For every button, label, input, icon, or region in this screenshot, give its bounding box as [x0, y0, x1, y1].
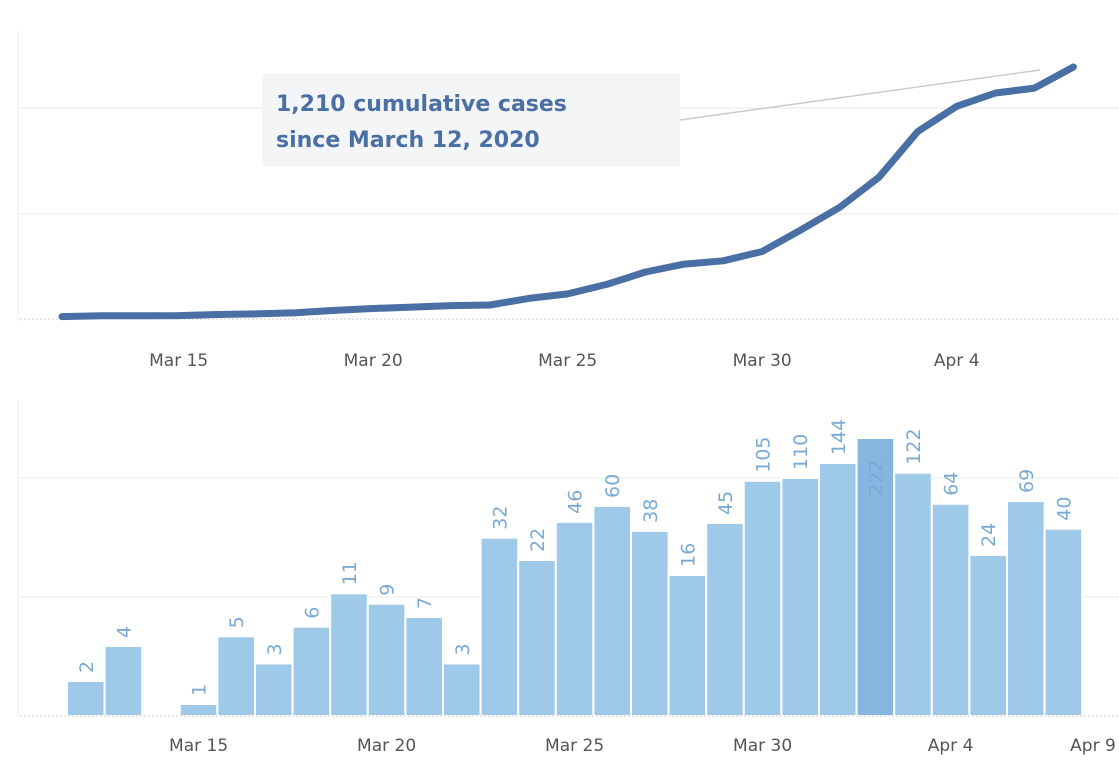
annotation-line-2: since March 12, 2020	[276, 128, 540, 153]
bar-value-label: 122	[903, 428, 925, 464]
bar-value-label: 2	[76, 661, 98, 673]
bar-value-label: 3	[452, 643, 474, 655]
bar-value-label: 32	[489, 506, 511, 530]
bar-value-label: 5	[226, 616, 248, 628]
bar-value-label: 105	[753, 437, 775, 473]
daily-bar	[329, 592, 369, 717]
daily-bar	[667, 574, 708, 717]
bar-value-label: 46	[565, 490, 587, 514]
cumulative-line-chart: Mar 15 Mar 20 Mar 25 Mar 30 Apr 4 1,210 cumu…	[17, 30, 1119, 371]
bar-value-label: 4	[113, 626, 135, 638]
top-x-tick-label: Mar 15	[149, 351, 208, 371]
daily-bar	[517, 559, 557, 717]
daily-bar	[103, 645, 144, 717]
bottom-x-tick-label: Mar 25	[545, 736, 604, 756]
daily-bar	[592, 505, 633, 717]
daily-bar	[554, 520, 595, 718]
daily-bar	[742, 479, 783, 717]
daily-bar	[178, 703, 219, 717]
bar-value-label: 45	[715, 491, 737, 515]
annotation-line-1: 1,210 cumulative cases	[276, 92, 567, 117]
daily-bar	[630, 529, 670, 718]
bar-value-label: 1	[189, 684, 211, 696]
bottom-x-tick-label: Mar 20	[357, 736, 416, 756]
bar-value-label: 3	[264, 643, 286, 655]
bottom-x-tick-label: Mar 15	[169, 736, 228, 756]
bar-value-label: 222	[865, 460, 887, 496]
daily-bar	[479, 536, 520, 718]
bar-value-label: 6	[301, 607, 323, 619]
bar-value-label: 40	[1053, 497, 1075, 521]
daily-bar	[1043, 527, 1084, 718]
bar-value-label: 24	[978, 523, 1000, 547]
bar-value-label: 22	[527, 528, 549, 552]
bar-value-label: 110	[790, 434, 812, 470]
daily-bar	[404, 616, 444, 717]
daily-bar	[818, 462, 858, 717]
bottom-x-tick-label: Mar 30	[733, 736, 792, 756]
daily-bar	[780, 477, 821, 717]
daily-bar	[366, 602, 407, 718]
cumulative-cases-line	[58, 63, 1077, 321]
bar-value-label: 64	[941, 472, 963, 496]
bar-value-label: 11	[339, 561, 361, 585]
bar-value-label: 144	[828, 419, 850, 455]
daily-bar	[291, 625, 332, 718]
bar-value-label: 38	[640, 499, 662, 523]
bar-value-label: 7	[414, 597, 436, 609]
top-x-tick-label: Mar 30	[733, 351, 792, 371]
daily-bar	[930, 502, 971, 717]
daily-bar	[1006, 500, 1046, 717]
daily-bar	[442, 662, 482, 717]
bottom-x-tick-label: Apr 4	[928, 736, 974, 756]
daily-bar	[254, 662, 294, 717]
bar-value-label: 69	[1016, 469, 1038, 493]
top-x-tick-label: Mar 25	[538, 351, 597, 371]
bar-value-label: 16	[677, 543, 699, 567]
daily-bar	[893, 471, 933, 718]
annotation-leader-line	[679, 69, 1041, 121]
annotation-box	[262, 74, 680, 166]
bar-value-label: 9	[377, 584, 399, 596]
bottom-x-tick-label: Apr 9	[1070, 736, 1116, 756]
daily-bar	[216, 635, 256, 717]
daily-bar	[705, 522, 745, 717]
top-x-tick-label: Apr 4	[934, 351, 980, 371]
daily-bar	[855, 437, 896, 717]
daily-bar	[968, 554, 1009, 717]
top-x-tick-label: Mar 20	[344, 351, 403, 371]
bar-value-label: 60	[602, 474, 624, 498]
daily-bar	[66, 680, 106, 717]
